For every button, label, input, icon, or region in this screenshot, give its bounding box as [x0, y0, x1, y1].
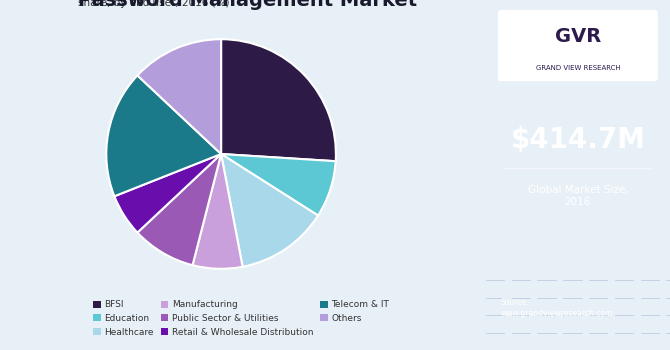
Legend: BFSI, Education, Healthcare, Manufacturing, Public Sector & Utilities, Retail & : BFSI, Education, Healthcare, Manufacturi…	[93, 301, 389, 336]
Wedge shape	[137, 154, 221, 265]
Wedge shape	[192, 154, 243, 269]
Text: share, by end user, 2016 (%): share, by end user, 2016 (%)	[78, 0, 229, 8]
Wedge shape	[221, 154, 336, 216]
Text: Source:
www.grandviewresearch.com: Source: www.grandviewresearch.com	[500, 298, 613, 318]
Wedge shape	[137, 39, 221, 154]
Text: Global Market Size,
2016: Global Market Size, 2016	[527, 185, 628, 207]
FancyBboxPatch shape	[498, 10, 657, 80]
Wedge shape	[221, 154, 318, 267]
Text: Password Management Market: Password Management Market	[78, 0, 417, 10]
Wedge shape	[115, 154, 221, 233]
Wedge shape	[107, 75, 221, 196]
Text: $414.7M: $414.7M	[511, 126, 645, 154]
Text: GRAND VIEW RESEARCH: GRAND VIEW RESEARCH	[535, 65, 620, 71]
Wedge shape	[221, 39, 336, 161]
Text: GVR: GVR	[555, 27, 601, 46]
